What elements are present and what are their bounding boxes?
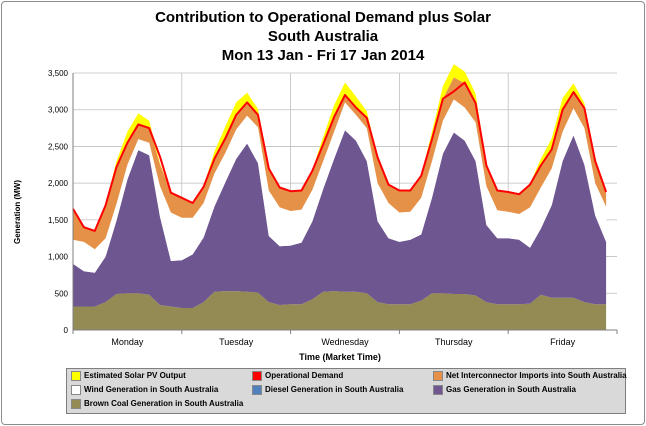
chart-titles: Contribution to Operational Demand plus … bbox=[0, 8, 646, 65]
legend-item-coal: Brown Coal Generation in South Australia bbox=[71, 399, 243, 409]
legend-label-solar: Estimated Solar PV Output bbox=[84, 371, 186, 381]
area-solar bbox=[73, 64, 607, 231]
legend-swatch-wind bbox=[71, 385, 81, 395]
x-tick-label: Wednesday bbox=[321, 337, 369, 347]
x-tick-labels: Monday Tuesday Wednesday Thursday Friday bbox=[111, 337, 575, 347]
legend-item-imports: Net Interconnector Imports into South Au… bbox=[433, 371, 627, 381]
axes bbox=[72, 73, 618, 334]
legend-label-diesel: Diesel Generation in South Australia bbox=[265, 385, 404, 395]
legend-item-gas: Gas Generation in South Australia bbox=[433, 385, 576, 395]
legend-item-wind: Wind Generation in South Australia bbox=[71, 385, 218, 395]
legend: Estimated Solar PV Output Operational De… bbox=[66, 368, 627, 414]
chart-subtitle: South Australia bbox=[267, 28, 379, 45]
stacked-areas bbox=[73, 64, 607, 330]
x-tick-label: Thursday bbox=[435, 337, 473, 347]
y-tick-label: 2,500 bbox=[48, 142, 69, 151]
chart-date-range: Mon 13 Jan - Fri 17 Jan 2014 bbox=[221, 47, 425, 64]
y-tick-label: 3,000 bbox=[48, 106, 69, 115]
legend-swatch-coal bbox=[71, 399, 81, 409]
demand-line-group bbox=[72, 81, 608, 232]
area-gas bbox=[73, 130, 607, 308]
y-tick-label: 0 bbox=[64, 326, 69, 335]
line-operational-demand bbox=[72, 81, 608, 232]
legend-swatch-diesel bbox=[252, 385, 262, 395]
y-tick-label: 1,000 bbox=[48, 253, 69, 262]
legend-label-demand: Operational Demand bbox=[265, 371, 344, 381]
y-tick-label: 1,500 bbox=[48, 216, 69, 225]
y-tick-label: 2,000 bbox=[48, 179, 69, 188]
x-axis-label: Time (Market Time) bbox=[299, 352, 381, 362]
legend-label-wind: Wind Generation in South Australia bbox=[84, 385, 219, 395]
x-tick-label: Monday bbox=[111, 337, 144, 347]
legend-item-diesel: Diesel Generation in South Australia bbox=[252, 385, 403, 395]
legend-label-coal: Brown Coal Generation in South Australia bbox=[84, 399, 244, 409]
legend-item-solar: Estimated Solar PV Output bbox=[71, 371, 186, 381]
legend-label-gas: Gas Generation in South Australia bbox=[446, 385, 576, 395]
area-wind bbox=[73, 99, 607, 273]
legend-swatch-imports bbox=[433, 371, 443, 381]
legend-item-demand: Operational Demand bbox=[252, 371, 343, 381]
y-tick-labels: 0 500 1,000 1,500 2,000 2,500 3,000 3,500 bbox=[48, 69, 69, 335]
y-axis-label: Generation (MW) bbox=[13, 180, 22, 244]
area-brown-coal bbox=[73, 291, 607, 330]
y-tick-label: 3,500 bbox=[48, 69, 69, 78]
area-imports bbox=[73, 77, 607, 250]
legend-swatch-demand bbox=[252, 371, 262, 381]
y-tick-label: 500 bbox=[55, 289, 69, 298]
legend-swatch-solar bbox=[71, 371, 81, 381]
legend-label-imports: Net Interconnector Imports into South Au… bbox=[446, 371, 627, 381]
x-tick-label: Friday bbox=[550, 337, 576, 347]
chart-title: Contribution to Operational Demand plus … bbox=[155, 9, 491, 26]
x-tick-label: Tuesday bbox=[219, 337, 254, 347]
legend-swatch-gas bbox=[433, 385, 443, 395]
